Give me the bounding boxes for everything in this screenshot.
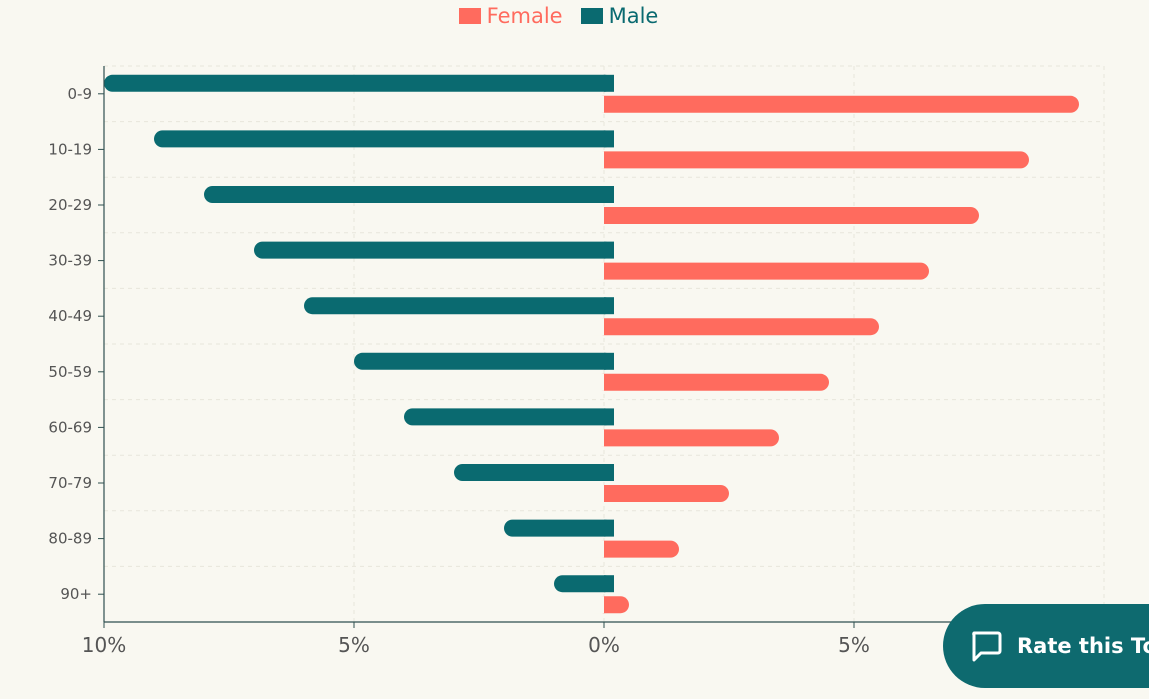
rate-tool-label: Rate this Tool xyxy=(1017,634,1149,658)
male-bar-base xyxy=(604,352,614,370)
male-bar xyxy=(304,297,613,315)
female-bar-base-mask xyxy=(594,540,604,558)
y-tick-label: 10-19 xyxy=(48,140,92,158)
male-bar xyxy=(204,186,613,203)
y-tick-label: 70-79 xyxy=(48,474,92,492)
legend: Female Male xyxy=(0,4,1117,28)
female-bar-base-mask xyxy=(594,373,604,391)
female-bar-base-mask xyxy=(594,485,604,502)
male-bar xyxy=(354,352,613,370)
male-swatch xyxy=(580,8,603,24)
female-bar-base-mask xyxy=(594,318,604,336)
male-bar xyxy=(454,464,613,481)
female-bar xyxy=(595,373,829,391)
legend-item-male[interactable]: Male xyxy=(580,4,659,28)
y-tick-label: 60-69 xyxy=(48,418,92,436)
male-bar-base xyxy=(604,130,614,148)
female-bar xyxy=(595,262,929,280)
female-bar-base-mask xyxy=(594,151,604,169)
male-bar xyxy=(404,408,613,426)
y-tick-label: 50-59 xyxy=(48,363,92,381)
y-tick-label: 90+ xyxy=(60,585,92,603)
female-bar xyxy=(595,318,879,336)
female-bar-base-mask xyxy=(594,596,604,614)
legend-item-female[interactable]: Female xyxy=(458,4,563,28)
female-bar-base-mask xyxy=(594,429,604,447)
rate-tool-button[interactable]: Rate this Tool xyxy=(943,604,1149,688)
legend-label-female: Female xyxy=(486,4,563,28)
y-tick-label: 80-89 xyxy=(48,530,92,548)
male-bar xyxy=(104,74,613,92)
female-bar-base-mask xyxy=(594,207,604,224)
chat-bubble-icon xyxy=(972,631,1002,662)
female-bar-base-mask xyxy=(594,262,604,280)
female-bar xyxy=(595,540,679,558)
male-bar-base xyxy=(604,408,614,426)
female-bar xyxy=(595,429,779,447)
female-bar-base-mask xyxy=(594,95,604,113)
x-tick-label: 0% xyxy=(588,633,620,657)
male-bar xyxy=(504,519,613,537)
male-bar-base xyxy=(604,241,614,259)
y-tick-label: 0-9 xyxy=(68,85,93,103)
y-tick-label: 40-49 xyxy=(48,307,92,325)
x-tick-label: 10% xyxy=(82,633,126,657)
x-tick-label: 5% xyxy=(338,633,370,657)
female-swatch xyxy=(458,8,481,24)
male-bar-base xyxy=(604,74,614,92)
male-bar xyxy=(154,130,613,148)
y-tick-label: 30-39 xyxy=(48,252,92,270)
male-bar-base xyxy=(604,297,614,315)
y-tick-label: 20-29 xyxy=(48,196,92,214)
female-bar xyxy=(595,485,729,502)
male-bar-base xyxy=(604,186,614,203)
male-bar-base xyxy=(604,575,614,593)
female-bar xyxy=(595,151,1029,169)
male-bar xyxy=(554,575,613,593)
female-bar xyxy=(595,207,979,224)
male-bar xyxy=(254,241,613,259)
legend-label-male: Male xyxy=(608,4,659,28)
x-tick-label: 5% xyxy=(838,633,870,657)
male-bar-base xyxy=(604,464,614,481)
male-bar-base xyxy=(604,519,614,537)
female-bar xyxy=(595,95,1079,113)
